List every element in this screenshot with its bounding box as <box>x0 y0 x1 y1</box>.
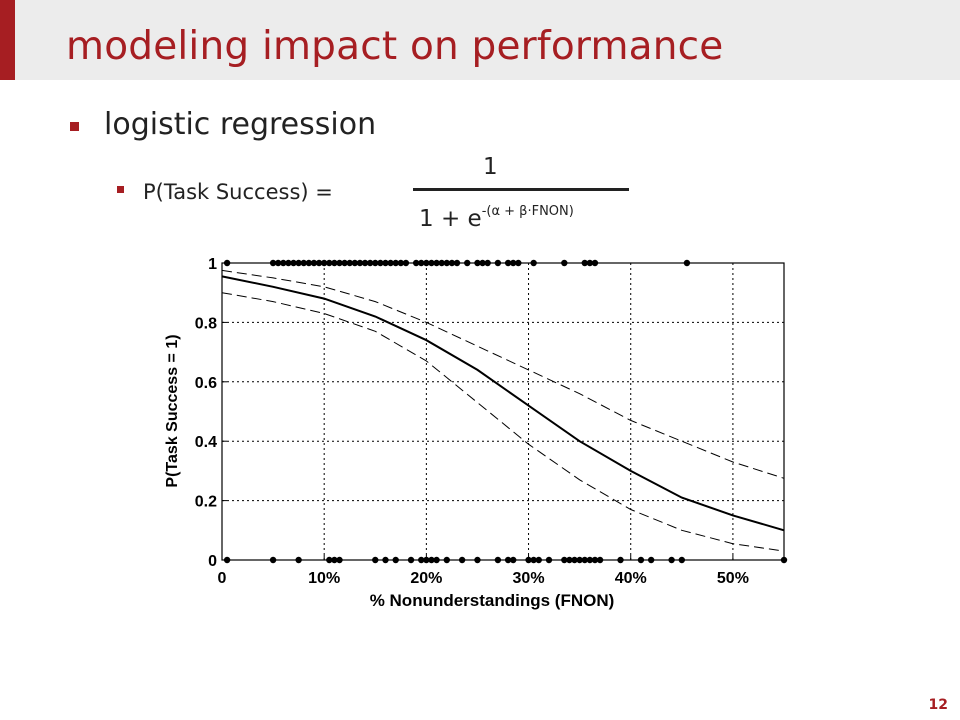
upper-confidence-line <box>221 269 785 479</box>
page-number: 12 <box>928 697 948 713</box>
axis-ticks: 0 10% 20% 30% 40% 50% 0 0.2 0.4 0.6 0.8 1 <box>195 256 749 587</box>
lower-confidence-line <box>221 292 785 552</box>
title-band <box>15 0 960 80</box>
observations-group <box>223 259 788 564</box>
sub-bullet-marker <box>117 186 124 193</box>
fraction-bar <box>413 188 629 191</box>
formula-numerator: 1 <box>483 154 498 180</box>
x-tick-label: 30% <box>513 570 545 587</box>
formula-lhs: P(Task Success) = <box>143 180 333 204</box>
y-tick-label: 0 <box>208 553 217 570</box>
series-group <box>221 269 785 552</box>
y-tick-label: 0.8 <box>195 315 217 332</box>
title-accent-bar <box>0 0 15 80</box>
slide-title: modeling impact on performance <box>66 24 724 69</box>
plot-frame <box>221 262 785 561</box>
y-axis-label: P(Task Success = 1) <box>164 334 181 487</box>
x-tick-label: 40% <box>615 570 647 587</box>
formula-denominator-base: 1 + e <box>419 206 482 232</box>
x-tick-label: 10% <box>308 570 340 587</box>
y-tick-label: 0.4 <box>195 434 217 451</box>
x-tick-label: 50% <box>717 570 749 587</box>
formula-denominator: 1 + e-(α + β·FNON) <box>419 204 574 232</box>
formula-exponent: -(α + β·FNON) <box>481 204 574 219</box>
bullet-marker <box>70 122 79 131</box>
bullet-logistic-regression: logistic regression <box>104 107 377 142</box>
x-tick-label: 20% <box>410 570 442 587</box>
fit-line <box>221 275 785 532</box>
x-tick-label: 0 <box>218 570 227 587</box>
logistic-regression-chart: 0 10% 20% 30% 40% 50% 0 0.2 0.4 0.6 0.8 1 % Nonunde… <box>164 256 788 610</box>
x-axis-label: % Nonunderstandings (FNON) <box>370 591 615 610</box>
y-tick-label: 0.6 <box>195 375 217 392</box>
grid <box>222 263 784 560</box>
plot-background <box>222 263 784 560</box>
y-tick-label: 1 <box>208 256 217 273</box>
y-tick-label: 0.2 <box>195 494 217 511</box>
